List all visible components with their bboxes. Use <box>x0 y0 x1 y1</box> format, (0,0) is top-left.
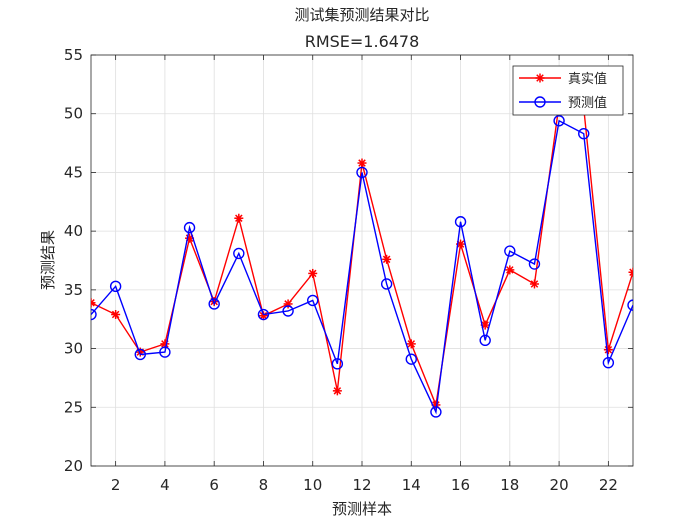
data-point <box>627 299 633 311</box>
x-tick-label: 8 <box>259 476 269 494</box>
data-point <box>331 358 344 370</box>
data-point <box>628 267 633 277</box>
data-point <box>109 280 122 293</box>
legend-label: 真实值 <box>568 71 607 87</box>
chart-subtitle: RMSE=1.6478 <box>305 32 420 51</box>
data-point <box>454 216 467 228</box>
data-point <box>356 166 368 179</box>
series-2 <box>91 115 633 418</box>
x-tick-label: 10 <box>303 476 322 494</box>
data-point <box>307 294 319 307</box>
data-point <box>602 356 615 369</box>
marker-stroke <box>407 340 416 348</box>
data-point <box>406 339 416 349</box>
ticks: 2 4 6 8 10 12 14 16 18 20 22 20 25 30 35 40 45 50 55 <box>64 46 633 494</box>
x-tick-label: 6 <box>209 476 219 494</box>
x-tick-label: 18 <box>500 476 519 494</box>
legend-marker <box>534 96 546 108</box>
data-point <box>332 386 342 396</box>
marker-stroke <box>536 74 544 82</box>
data-point <box>380 278 393 290</box>
data-point <box>234 213 244 223</box>
y-tick-label: 45 <box>64 163 83 181</box>
data-point <box>479 334 491 347</box>
marker-stroke <box>333 387 342 395</box>
data-point <box>183 221 196 234</box>
y-tick-label: 55 <box>64 46 83 64</box>
x-tick-label: 2 <box>111 476 121 494</box>
marker-stroke <box>629 271 633 277</box>
data-point <box>282 305 294 317</box>
x-tick-label: 16 <box>451 476 470 494</box>
marker-stroke <box>456 240 465 248</box>
data-point <box>134 348 146 361</box>
marker-stroke <box>604 345 613 354</box>
legend-label: 预测值 <box>568 95 607 111</box>
x-tick-label: 14 <box>402 476 421 494</box>
marker-stroke <box>629 268 633 274</box>
data-point <box>504 245 516 257</box>
data-point <box>553 115 565 127</box>
x-axis-label: 预测样本 <box>332 500 392 518</box>
data-point <box>430 406 442 418</box>
marker-stroke <box>91 299 95 304</box>
data-point <box>603 345 613 355</box>
data-point <box>257 308 270 321</box>
chart-title: 测试集预测结果对比 <box>294 6 429 24</box>
data-point <box>308 268 318 278</box>
data-point <box>283 299 293 309</box>
marker-stroke <box>506 266 514 274</box>
marker-stroke <box>235 214 243 222</box>
marker-stroke <box>91 301 95 307</box>
y-tick-label: 50 <box>64 105 83 123</box>
y-tick-label: 20 <box>64 457 83 475</box>
legend-item-2: 预测值 <box>519 95 607 111</box>
data-point <box>111 310 121 320</box>
y-tick-label: 25 <box>64 398 83 416</box>
y-axis-label: 预测结果 <box>39 230 57 290</box>
data-point <box>91 308 97 321</box>
marker-stroke <box>111 310 120 319</box>
data-point <box>91 298 96 308</box>
data-point <box>233 247 245 260</box>
data-point <box>405 353 417 365</box>
x-tick-label: 20 <box>550 476 569 494</box>
x-tick-label: 22 <box>599 476 618 494</box>
data-point <box>528 258 541 270</box>
x-tick-label: 4 <box>160 476 170 494</box>
series-line <box>91 119 633 415</box>
legend-item-1: 真实值 <box>519 71 607 87</box>
marker-stroke <box>358 159 366 167</box>
data-point <box>159 346 171 358</box>
data-point <box>382 254 392 264</box>
legend-marker <box>535 73 545 83</box>
y-tick-label: 30 <box>64 340 83 358</box>
legend-box <box>512 65 624 116</box>
data-point <box>578 127 590 140</box>
marker-stroke <box>530 280 539 288</box>
data-series <box>91 99 633 418</box>
x-tick-label: 12 <box>352 476 371 494</box>
data-point <box>357 158 367 168</box>
data-point <box>208 298 220 310</box>
marker-stroke <box>382 255 391 264</box>
data-point <box>505 265 515 275</box>
data-point <box>529 279 539 289</box>
y-tick-label: 35 <box>64 281 83 299</box>
y-tick-label: 40 <box>64 222 83 240</box>
marker-stroke <box>308 269 317 278</box>
